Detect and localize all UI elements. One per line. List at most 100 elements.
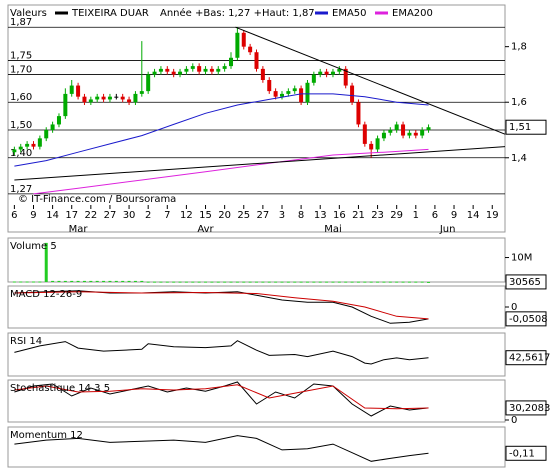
- trendline: [14, 146, 506, 181]
- candle-body: [426, 127, 431, 130]
- volume-bar: [172, 281, 176, 283]
- candle-body: [216, 68, 221, 72]
- x-tick-label: 25: [237, 210, 250, 221]
- indicator-line: [33, 148, 429, 195]
- volume-bar: [31, 281, 35, 283]
- candle-body: [197, 66, 202, 72]
- candle-body: [44, 130, 49, 139]
- volume-bar: [51, 280, 55, 282]
- candle-body: [50, 124, 55, 130]
- candle-body: [420, 130, 425, 136]
- y-tick-label: 1,6: [511, 97, 527, 108]
- last-value-box: [505, 445, 547, 461]
- x-tick-label: 30: [123, 210, 136, 221]
- volume-bar: [395, 281, 399, 283]
- candle-body: [171, 71, 176, 75]
- volume-bar: [261, 281, 265, 283]
- x-tick-label: 6: [432, 210, 438, 221]
- volume-bar: [178, 281, 182, 283]
- panel-title: RSI 14: [10, 336, 42, 347]
- x-tick-label: 9: [451, 210, 457, 221]
- candle-body: [107, 96, 112, 100]
- volume-bar: [280, 281, 284, 283]
- indicator-line: [14, 384, 429, 410]
- volume-bar: [382, 281, 386, 283]
- candle-body: [229, 57, 234, 67]
- candle-body: [286, 91, 291, 94]
- level-label: 1,40: [10, 148, 32, 159]
- candle-body: [69, 85, 74, 94]
- candle-body: [114, 96, 119, 98]
- candle-body: [203, 68, 208, 72]
- candle-body: [356, 102, 361, 125]
- candle-body: [273, 91, 278, 97]
- x-tick-label: 13: [314, 210, 327, 221]
- volume-bar: [38, 281, 42, 283]
- candle-body: [76, 85, 81, 97]
- x-tick-label: 8: [298, 210, 304, 221]
- candle-body: [401, 124, 406, 136]
- candle-body: [343, 68, 348, 86]
- volume-bar: [229, 281, 233, 283]
- volume-bar: [235, 281, 239, 283]
- level-label: 1,50: [10, 120, 32, 131]
- candle-body: [248, 46, 253, 53]
- candle-body: [127, 99, 132, 103]
- volume-bar: [12, 281, 16, 283]
- candle-body: [158, 68, 163, 72]
- candle-body: [318, 71, 323, 75]
- last-value-label: 1,51: [509, 122, 531, 133]
- volume-bar: [331, 281, 335, 283]
- x-tick-label: 29: [390, 210, 403, 221]
- volume-bar: [114, 280, 118, 282]
- level-label: 1,75: [10, 51, 32, 62]
- volume-bar: [70, 280, 74, 282]
- month-label: Jun: [439, 224, 456, 235]
- volume-bar: [197, 281, 201, 283]
- volume-bar: [427, 281, 431, 283]
- volume-bar: [184, 281, 188, 283]
- candle-body: [311, 74, 316, 83]
- candle-body: [241, 32, 246, 47]
- volume-bar: [312, 281, 316, 283]
- candle-body: [139, 91, 144, 94]
- candle-body: [56, 116, 61, 125]
- candle-body: [267, 80, 272, 92]
- x-tick-label: 7: [164, 210, 170, 221]
- volume-bar: [210, 281, 214, 283]
- candle-body: [324, 71, 329, 75]
- y-tick-label: 0: [511, 415, 517, 426]
- indicator-line: [14, 340, 429, 365]
- volume-bar: [299, 281, 303, 283]
- volume-bar: [325, 281, 329, 283]
- candle-body: [12, 149, 17, 153]
- volume-bar: [82, 280, 86, 282]
- volume-bar: [76, 280, 80, 282]
- volume-bar: [44, 242, 48, 282]
- candle-body: [292, 88, 297, 92]
- volume-bar: [356, 281, 360, 283]
- indicator-line: [14, 93, 429, 167]
- panel-title: MACD 12-26-9: [10, 289, 82, 300]
- level-label: 1,60: [10, 92, 32, 103]
- candle-body: [165, 68, 170, 72]
- panel-title: Stochastique 14 3 5: [10, 383, 110, 394]
- last-value-box: [505, 119, 547, 135]
- x-tick-label: 9: [30, 210, 36, 221]
- volume-bar: [165, 281, 169, 283]
- y-tick-label: 1,4: [511, 153, 527, 164]
- y-tick-label: 1,8: [511, 42, 527, 53]
- y-tick-label: 0: [511, 302, 517, 313]
- panel-frame: [7, 379, 506, 423]
- candle-body: [190, 66, 195, 69]
- volume-bar: [108, 280, 112, 282]
- panel-title: Valeurs: [10, 8, 47, 19]
- x-tick-label: 23: [371, 210, 384, 221]
- candle-body: [369, 143, 374, 150]
- last-value-label: -0,11: [509, 448, 535, 459]
- candle-body: [152, 71, 157, 75]
- volume-bar: [102, 280, 106, 282]
- candle-body: [82, 96, 87, 103]
- month-label: Avr: [197, 224, 214, 235]
